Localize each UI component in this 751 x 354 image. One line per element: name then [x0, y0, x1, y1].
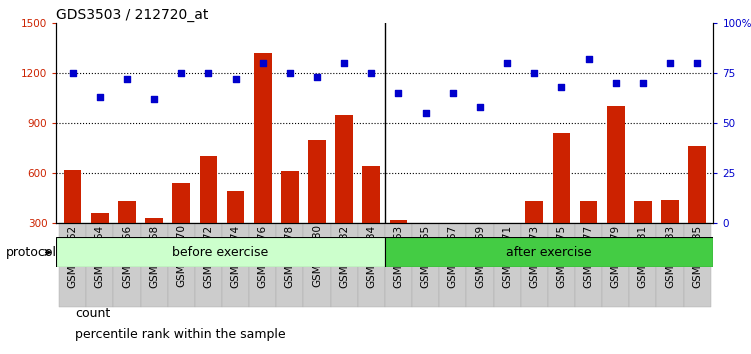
Bar	[118, 201, 136, 273]
Bar	[385, 223, 412, 307]
Bar	[471, 245, 489, 273]
Bar	[200, 156, 217, 273]
Text: percentile rank within the sample: percentile rank within the sample	[75, 328, 285, 341]
Text: before exercise: before exercise	[173, 246, 269, 259]
Bar	[390, 220, 407, 273]
Bar	[493, 223, 520, 307]
Point	[175, 70, 187, 76]
Point	[393, 90, 405, 96]
Bar	[385, 237, 713, 267]
Bar	[173, 183, 190, 273]
Bar	[330, 223, 357, 307]
Point	[583, 56, 595, 62]
Bar	[498, 253, 516, 273]
Bar	[656, 223, 683, 307]
Bar	[412, 223, 439, 307]
Bar	[227, 192, 244, 273]
Bar	[363, 166, 380, 273]
Point	[94, 94, 106, 100]
Bar	[553, 133, 570, 273]
Text: count: count	[75, 307, 110, 320]
Bar	[444, 251, 462, 273]
Bar	[91, 213, 109, 273]
Bar	[575, 223, 602, 307]
Bar	[580, 201, 597, 273]
Point	[420, 110, 432, 116]
Bar	[520, 223, 547, 307]
Bar	[357, 223, 385, 307]
Bar	[547, 223, 575, 307]
Point	[338, 60, 350, 66]
Point	[230, 76, 242, 82]
Point	[202, 70, 214, 76]
Bar	[59, 223, 86, 307]
Point	[528, 70, 540, 76]
Point	[664, 60, 676, 66]
Bar	[466, 223, 493, 307]
Bar	[417, 253, 434, 273]
Bar	[303, 223, 330, 307]
Point	[257, 60, 269, 66]
Bar	[145, 218, 163, 273]
Bar	[113, 223, 140, 307]
Bar	[336, 115, 353, 273]
Bar	[64, 170, 81, 273]
Bar	[526, 201, 543, 273]
Point	[501, 60, 513, 66]
Bar	[140, 223, 167, 307]
Bar	[661, 200, 679, 273]
Point	[447, 90, 459, 96]
Text: after exercise: after exercise	[506, 246, 592, 259]
Point	[691, 60, 703, 66]
Point	[474, 104, 486, 110]
Bar	[195, 223, 222, 307]
Bar	[167, 223, 195, 307]
Text: protocol: protocol	[6, 246, 57, 259]
Point	[610, 80, 622, 86]
Bar	[222, 223, 249, 307]
Point	[556, 84, 568, 90]
Bar	[629, 223, 656, 307]
Bar	[276, 223, 303, 307]
Point	[311, 74, 323, 80]
Bar	[607, 106, 625, 273]
Bar	[683, 223, 710, 307]
Point	[637, 80, 649, 86]
Bar	[689, 146, 706, 273]
Point	[121, 76, 133, 82]
Point	[365, 70, 377, 76]
Point	[67, 70, 79, 76]
Bar	[634, 201, 652, 273]
Bar	[86, 223, 113, 307]
Bar	[308, 140, 326, 273]
Bar	[56, 237, 385, 267]
Bar	[254, 53, 272, 273]
Bar	[439, 223, 466, 307]
Bar	[602, 223, 629, 307]
Point	[148, 96, 160, 102]
Point	[284, 70, 296, 76]
Text: GDS3503 / 212720_at: GDS3503 / 212720_at	[56, 8, 209, 22]
Bar	[281, 171, 299, 273]
Bar	[249, 223, 276, 307]
